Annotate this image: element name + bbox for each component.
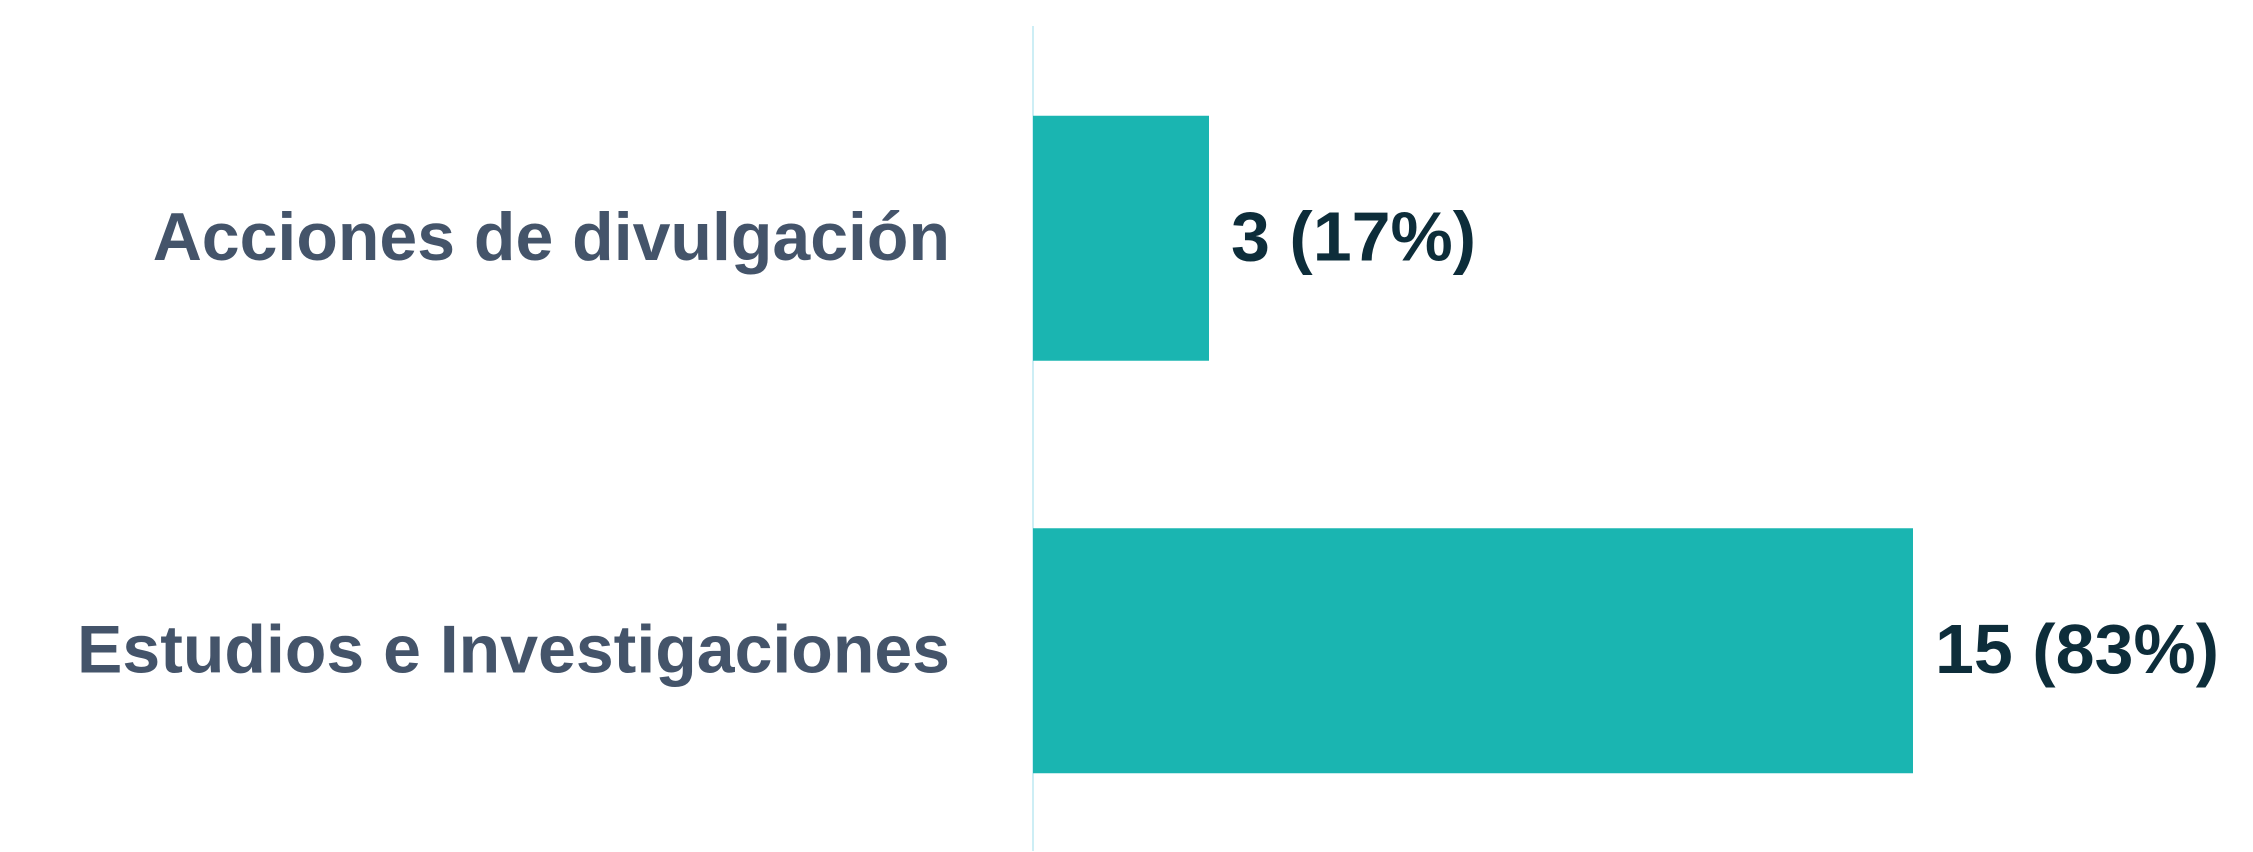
value-label: 15 (83%) <box>1935 610 2219 688</box>
value-label: 3 (17%) <box>1231 198 1476 276</box>
bar <box>1033 115 1209 361</box>
category-label: Acciones de divulgación <box>153 199 950 275</box>
category-label: Estudios e Investigaciones <box>77 612 950 688</box>
bar <box>1033 528 1913 774</box>
